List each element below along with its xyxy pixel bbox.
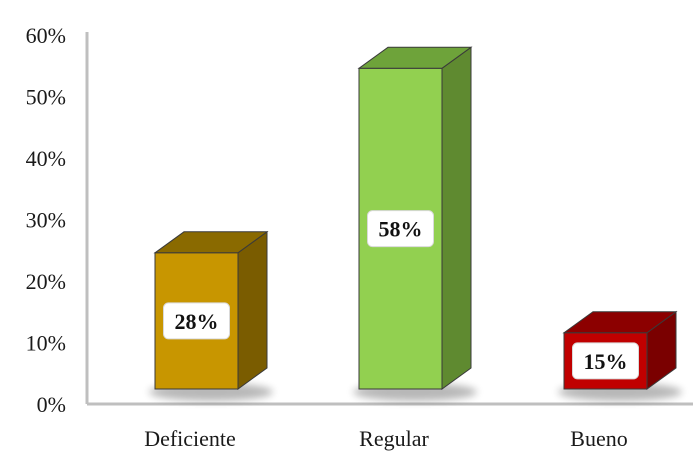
bar-top: [357, 46, 473, 69]
data-label-bueno: 15%: [572, 342, 639, 380]
data-label-box: [572, 342, 639, 380]
y-tick-label: 60%: [26, 23, 66, 48]
bar-side: [237, 230, 268, 390]
axes: [85, 32, 693, 406]
bar-top: [153, 231, 269, 254]
bar-top: [562, 311, 678, 334]
data-label-box: [367, 210, 434, 248]
bar-side: [441, 46, 472, 390]
x-axis-categories: Deficiente Regular Bueno: [144, 426, 628, 451]
y-tick-label: 30%: [26, 208, 66, 233]
y-tick-label: 0%: [37, 392, 66, 417]
data-label-regular: 58%: [367, 210, 434, 248]
data-label-text: 28%: [175, 309, 219, 334]
x-category-label: Regular: [359, 426, 429, 451]
data-label-deficiente: 28%: [163, 302, 230, 340]
y-tick-label: 40%: [26, 146, 66, 171]
x-category-label: Deficiente: [144, 426, 236, 451]
y-tick-label: 10%: [26, 331, 66, 356]
data-label-box: [163, 302, 230, 340]
y-tick-label: 50%: [26, 85, 66, 110]
x-category-label: Bueno: [570, 426, 627, 451]
data-labels: 28% 58% 15%: [163, 210, 639, 380]
data-label-text: 15%: [584, 349, 628, 374]
y-axis-ticks: 0% 10% 20% 30% 40% 50% 60%: [26, 23, 66, 417]
y-tick-label: 20%: [26, 269, 66, 294]
data-label-text: 58%: [379, 217, 423, 242]
